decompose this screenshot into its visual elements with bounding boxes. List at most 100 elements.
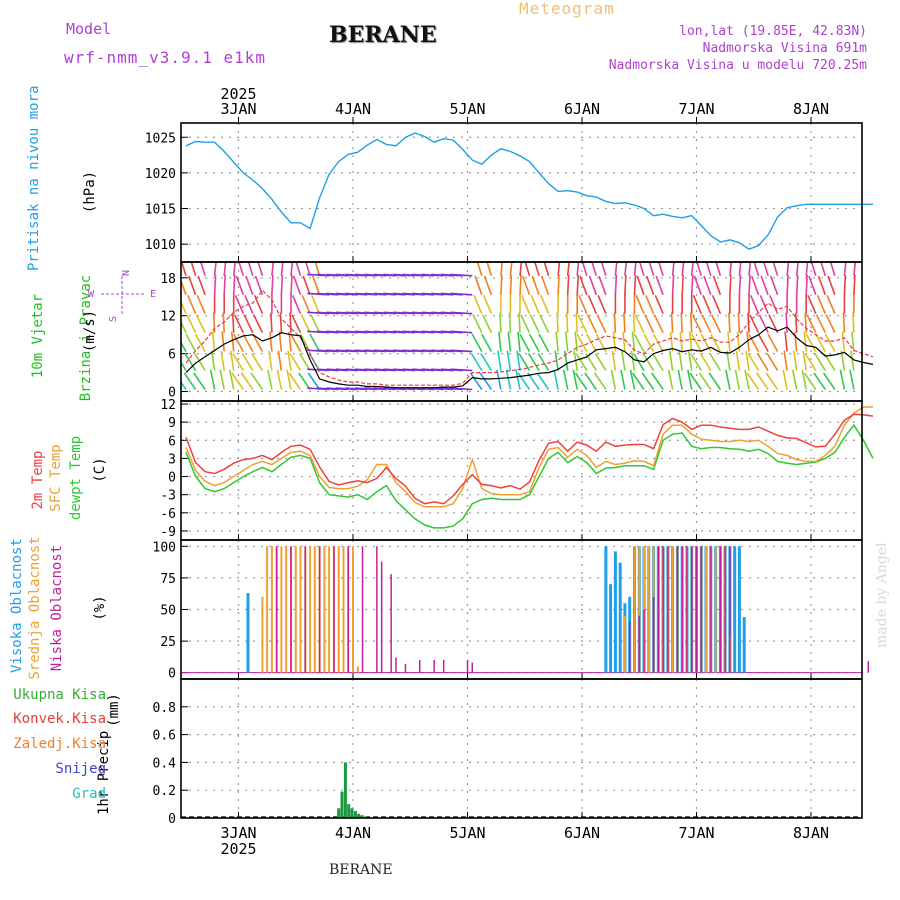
- cloud-high-bar: [604, 546, 608, 673]
- wind-arrow: [245, 275, 254, 296]
- cloud-mid-bar: [671, 546, 674, 673]
- wind-arrow: [566, 274, 570, 295]
- wind-arrow: [181, 360, 187, 372]
- wind-arrow: [687, 369, 693, 390]
- wind-arrow: [520, 314, 531, 334]
- legend-convective-rain: Konvek.Kisa: [13, 711, 106, 727]
- wind-arrow: [636, 275, 645, 296]
- wind-arrow: [533, 262, 540, 277]
- wind-arrow: [450, 349, 473, 353]
- cloud-low-bar: [686, 546, 688, 673]
- cloud-low-bar: [662, 546, 664, 673]
- cloud-low-bar: [361, 546, 364, 673]
- lonlat-label: lon,lat (19.85E, 42.83N): [679, 24, 867, 39]
- cloud-low-bar: [318, 546, 321, 673]
- wind-arrow: [804, 353, 817, 372]
- wind-arrow: [579, 275, 588, 296]
- day-label-bottom: 6JAN: [564, 824, 600, 842]
- cloud-low-bar: [404, 663, 407, 673]
- wind-arrow: [219, 369, 225, 390]
- wind-arrow: [280, 262, 284, 276]
- wind-arrow: [581, 262, 588, 277]
- wind-arrow: [748, 333, 760, 352]
- wind-arrow: [681, 262, 685, 276]
- wind-arrow: [540, 275, 550, 296]
- precip-bar: [350, 808, 354, 818]
- wind-arrow: [471, 333, 483, 352]
- wind-arrow: [269, 331, 273, 352]
- wind-arrow: [748, 262, 752, 276]
- compass-e: E: [150, 289, 156, 300]
- wind-arrow: [314, 262, 321, 277]
- wind-arrow: [824, 333, 836, 352]
- cloud-low-bar: [347, 546, 349, 673]
- wind-arrow: [693, 275, 703, 296]
- cloud-low-bar: [667, 546, 669, 673]
- wind-arrow: [726, 350, 731, 371]
- wind-arrow: [450, 387, 473, 391]
- wind-arrow: [287, 350, 292, 371]
- cloud-low-bar: [304, 546, 306, 673]
- wind-arrow: [563, 350, 569, 371]
- wind-arrow: [702, 294, 712, 315]
- wind-arrow: [596, 314, 607, 334]
- wind-arrow: [750, 275, 760, 296]
- wind-arrow: [829, 262, 836, 277]
- wind-arrow: [747, 353, 760, 372]
- wind-arrow: [597, 294, 607, 315]
- wind-arrow: [679, 331, 683, 352]
- wind-arrow: [624, 274, 627, 295]
- wind-arrow: [802, 350, 807, 371]
- cloud-low-bar: [657, 546, 660, 673]
- wind-arrow: [301, 294, 311, 315]
- wind-arrow: [476, 262, 483, 277]
- wind-arrow: [611, 350, 617, 371]
- wind-arrow: [578, 294, 588, 315]
- wind-arrow: [577, 314, 588, 334]
- wind-arrow: [187, 294, 197, 315]
- year-label-bottom: 2025: [220, 840, 256, 858]
- wind-arrow: [290, 333, 302, 352]
- wind-arrow: [822, 372, 836, 390]
- wind-arrow: [634, 314, 645, 334]
- legend-total-rain: Ukupna Kisa: [13, 687, 106, 703]
- precip-bar: [353, 811, 357, 818]
- y-tick-label: 3: [168, 452, 176, 467]
- wind-arrow: [194, 333, 206, 352]
- day-label-top: 4JAN: [335, 100, 371, 118]
- wind-arrow: [680, 312, 683, 333]
- wind-arrow: [734, 369, 741, 390]
- wind-arrow: [307, 372, 321, 390]
- cloud-low-bar: [700, 546, 702, 673]
- wind-arrow: [529, 314, 540, 334]
- wind-arrow: [291, 314, 302, 334]
- wind-arrow: [186, 314, 197, 334]
- panel-frame: [180, 678, 863, 819]
- wind-arrow: [292, 275, 302, 296]
- y-tick-label: 0.8: [153, 701, 176, 716]
- wind-arrow: [223, 262, 227, 276]
- cloud-low-bar: [676, 546, 679, 673]
- wind-arrow: [853, 262, 857, 276]
- wind-arrow: [289, 312, 292, 333]
- wind-arrow: [729, 274, 732, 295]
- wind-arrow: [729, 262, 733, 276]
- cloud-mid-bar: [270, 546, 273, 673]
- wind-arrow: [308, 353, 321, 372]
- wind-arrow: [286, 369, 292, 390]
- wind-arrow: [648, 262, 655, 277]
- wind-arrow: [508, 312, 512, 333]
- wind-arrow: [553, 369, 559, 390]
- wind-arrow: [496, 369, 502, 390]
- wind-arrow: [668, 350, 674, 371]
- wind-arrow: [642, 353, 655, 372]
- wind-arrow: [852, 312, 855, 333]
- wind-arrow: [531, 275, 540, 296]
- wind-arrow: [450, 273, 473, 277]
- wind-arrow: [690, 274, 694, 295]
- wind-arrow: [794, 312, 798, 333]
- wind-arrow: [238, 262, 245, 277]
- cloud-low-bar: [695, 546, 698, 673]
- wind-arrow: [631, 331, 636, 352]
- cloud-mid-bar: [299, 546, 302, 673]
